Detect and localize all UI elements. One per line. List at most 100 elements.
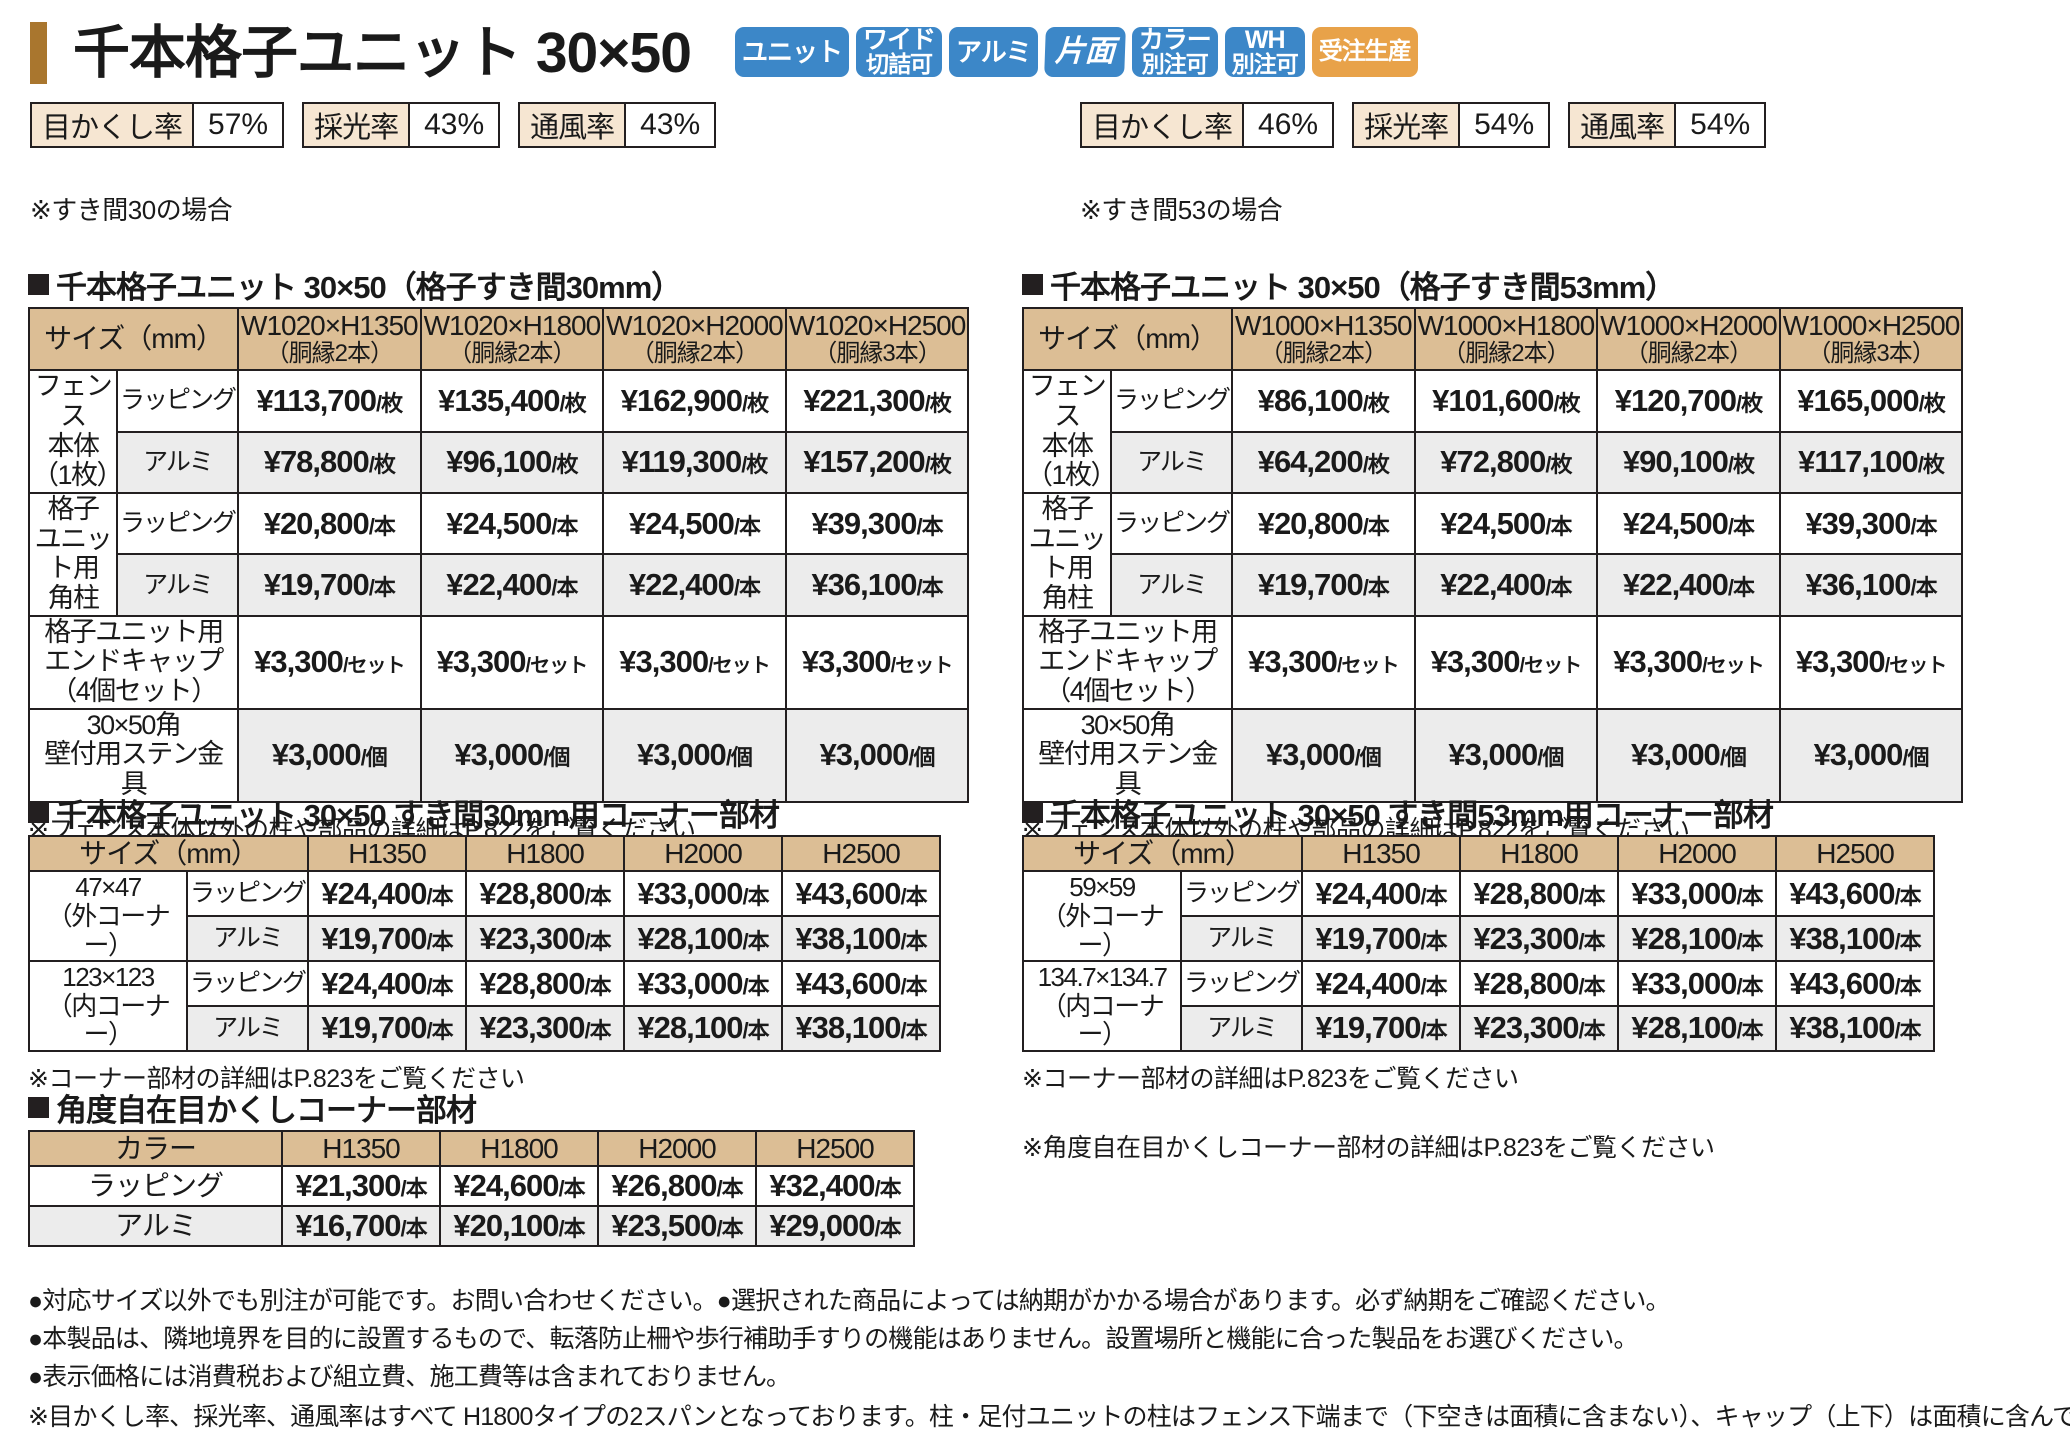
rates-left: 目かくし率 57% 採光率 43% 通風率 43%	[30, 102, 717, 148]
material-label: ラッピング	[28, 1165, 283, 1208]
price-amount: ¥43,600	[1789, 875, 1895, 911]
row-group-label: 30×50角 壁付用ステン金具	[27, 707, 240, 803]
price-cell: ¥38,100/本	[781, 1005, 942, 1052]
badge-line: 片面	[1054, 34, 1116, 68]
main-right-heading-text: 千本格子ユニット 30×50（格子すき間53mm）	[1050, 270, 1676, 305]
row-group-label: 格子ユニット用 エンドキャップ （4個セット）	[1021, 614, 1234, 710]
table-row: 134.7×134.7 （内コーナー） ラッピング ¥24,400/本 ¥28,800/…	[1022, 960, 1936, 1052]
price-unit: /枚	[924, 390, 952, 416]
price-unit: /本	[900, 973, 927, 999]
price-cell: ¥28,100/本	[623, 915, 784, 963]
price-amount: ¥22,400	[1622, 567, 1729, 603]
price-amount: ¥19,700	[1315, 920, 1421, 956]
material-label: ラッピング	[115, 369, 240, 433]
price-unit: /個	[543, 745, 570, 771]
table-row: 格子 ユニット用 角柱 ラッピング ¥20,800/本 ¥24,500/本 ¥24,500/…	[28, 491, 970, 617]
price-amount: ¥20,100	[453, 1208, 559, 1244]
table-row: 格子ユニット用 エンドキャップ （4個セット） ¥3,300/セット ¥3,300/セッ…	[27, 614, 970, 710]
price-unit: /本	[584, 928, 611, 954]
square-bullet-icon	[1022, 274, 1043, 295]
rate-box-left-0: 目かくし率 57%	[30, 102, 285, 148]
price-cell: ¥38,100/本	[1775, 1005, 1936, 1052]
price-amount: ¥43,600	[1789, 965, 1895, 1001]
rate-box-right-2: 通風率 54%	[1568, 102, 1767, 148]
rate-box-left-1: 採光率 43%	[302, 102, 501, 148]
price-unit: /セット	[342, 655, 406, 678]
material-label: アルミ	[115, 553, 240, 617]
price-unit: /本	[716, 1176, 743, 1202]
column-header-cell: H1800	[1459, 834, 1620, 873]
price-unit: /本	[1736, 928, 1763, 954]
table-header-row: サイズ（mm） H1350 H1800 H2000 H2500	[27, 834, 942, 873]
price-cell: ¥43,600/本	[781, 960, 942, 1008]
price-unit: /セット	[1336, 655, 1400, 678]
badge-aluminum: アルミ	[948, 27, 1038, 77]
price-amount: ¥3,300	[1613, 644, 1703, 680]
material-label: アルミ	[1179, 915, 1304, 963]
price-unit: /セット	[890, 655, 954, 678]
angle-corner-side-note: ※角度自在目かくしコーナー部材の詳細はP.823をご覧ください	[1022, 1134, 1715, 1162]
column-header-cell: W1000×H1800 （胴縁2本）	[1413, 306, 1599, 372]
price-amount: ¥120,700	[1614, 382, 1737, 418]
page-header: 千本格子ユニット 30×50 ユニット ワイド 切詰可 アルミ 片面 カラー 別注可 WH 別注…	[0, 0, 2070, 84]
price-unit: /本	[916, 575, 944, 601]
row-group-label: 格子 ユニット用 角柱	[28, 491, 118, 617]
price-unit: /本	[584, 973, 611, 999]
price-cell: ¥119,300/枚	[602, 430, 787, 494]
size-header-cell: サイズ（mm）	[27, 306, 240, 372]
price-cell: ¥3,300/セット	[419, 614, 605, 710]
price-cell: ¥221,300/枚	[784, 369, 970, 433]
price-cell: ¥43,600/本	[1775, 870, 1936, 918]
angle-corner-price-table: カラー H1350 H1800 H2000 H2500 ラッピング ¥21,300/本 ¥24…	[28, 1129, 915, 1248]
price-amount: ¥3,000	[819, 737, 910, 773]
price-cell: ¥19,700/本	[307, 1005, 468, 1052]
table-row: アルミ ¥64,200/枚 ¥72,800/枚 ¥90,100/枚 ¥117,100/枚	[1023, 430, 1964, 494]
price-unit: /本	[551, 513, 578, 539]
price-cell: ¥28,100/本	[1617, 1005, 1778, 1052]
price-cell: ¥24,400/本	[307, 870, 468, 918]
price-unit: /セット	[525, 655, 589, 678]
price-cell: ¥24,500/本	[1596, 491, 1781, 556]
price-cell: ¥72,800/枚	[1413, 430, 1599, 494]
price-unit: /セット	[1884, 655, 1948, 678]
column-header-cell: H1350	[307, 834, 468, 873]
price-amount: ¥38,100	[795, 1010, 901, 1046]
column-header-cell: H2500	[1775, 834, 1936, 873]
table-header-row: サイズ（mm） W1020×H1350 （胴縁2本） W1020×H1800 （胴縁2本…	[27, 306, 970, 372]
table-row: アルミ ¥19,700/本 ¥23,300/本 ¥28,100/本 ¥38,100/本	[1023, 1005, 1936, 1052]
price-unit: /枚	[924, 452, 952, 478]
main-right-heading: 千本格子ユニット 30×50（格子すき間53mm）	[1022, 262, 1963, 307]
price-unit: /本	[742, 928, 769, 954]
footer-note-line: ●本製品は、隣地境界を目的に設置するもので、転落防止柵や歩行補助手すりの機能はあ…	[28, 1325, 1639, 1353]
price-unit: /本	[1420, 1018, 1447, 1044]
column-header-cell: H1350	[281, 1129, 441, 1168]
price-amount: ¥28,800	[1473, 965, 1579, 1001]
price-unit: /本	[1736, 1018, 1763, 1044]
price-amount: ¥19,700	[263, 567, 370, 603]
price-cell: ¥21,300/本	[281, 1165, 441, 1208]
footer-note-line: ※目かくし率、採光率、通風率はすべて H1800タイプの2スパンとなっております…	[28, 1403, 2070, 1431]
price-unit: /個	[725, 745, 753, 771]
price-amount: ¥3,000	[271, 737, 362, 773]
price-amount: ¥39,300	[1805, 505, 1911, 541]
price-unit: /枚	[368, 452, 396, 478]
column-header-cell: H1350	[1301, 834, 1462, 873]
price-unit: /本	[900, 1018, 927, 1044]
price-amount: ¥22,400	[1440, 567, 1546, 603]
column-header-cell: H2500	[755, 1129, 915, 1168]
price-unit: /枚	[1918, 390, 1946, 416]
price-amount: ¥38,100	[1789, 920, 1895, 956]
price-cell: ¥19,700/本	[1231, 553, 1416, 617]
price-unit: /個	[908, 745, 935, 771]
column-header-cell: H2000	[1617, 834, 1778, 873]
table-row: アルミ ¥16,700/本 ¥20,100/本 ¥23,500/本 ¥29,000/本	[28, 1205, 915, 1248]
size-header-cell: サイズ（mm）	[1021, 306, 1234, 372]
row-group-label: フェンス 本体 （1枚）	[1022, 369, 1118, 494]
price-amount: ¥24,500	[628, 505, 735, 541]
price-cell: ¥20,800/本	[1231, 491, 1416, 556]
price-cell: ¥64,200/枚	[1231, 430, 1416, 494]
price-amount: ¥38,100	[795, 920, 901, 956]
price-unit: /本	[1894, 883, 1921, 909]
price-unit: /本	[1362, 513, 1390, 539]
price-unit: /本	[1894, 973, 1921, 999]
